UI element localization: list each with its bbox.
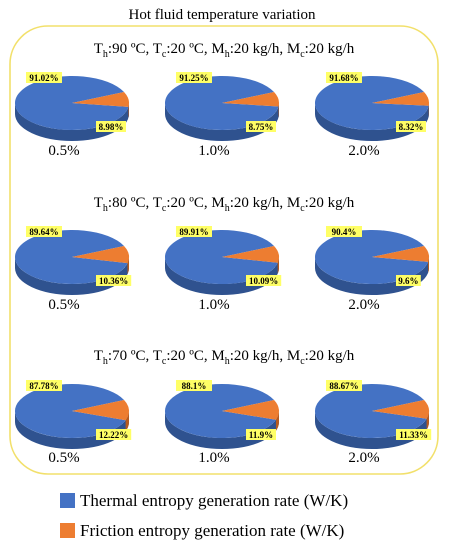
data-label-friction: 12.22% — [99, 430, 128, 440]
pie-slice-friction — [72, 91, 129, 107]
pie-slice-thermal — [164, 383, 276, 438]
pie-slice-thermal — [315, 75, 429, 130]
pie-slice-friction — [222, 245, 280, 263]
pie-label: 2.0% — [348, 450, 379, 466]
pie-slice-friction — [72, 245, 129, 264]
data-label-friction: 11.9% — [249, 430, 273, 440]
data-label-friction: 11.33% — [399, 430, 428, 440]
pie-friction-side — [125, 411, 129, 432]
data-label-thermal: 87.78% — [29, 381, 58, 391]
pie-slice-thermal — [164, 75, 279, 130]
data-label-bg-thermal — [26, 380, 62, 391]
pie-slice-friction — [222, 91, 279, 107]
pie-friction-side — [127, 257, 129, 275]
legend-swatch-thermal — [60, 493, 75, 508]
pie-slice-thermal — [15, 75, 129, 130]
data-label-thermal: 89.64% — [29, 227, 58, 237]
data-label-thermal: 91.68% — [329, 73, 358, 83]
pie-friction-side — [428, 257, 429, 273]
data-label-bg-friction — [96, 121, 126, 132]
data-label-bg-thermal — [326, 226, 362, 237]
data-label-bg-friction — [246, 429, 276, 440]
figure-title: Hot fluid temperature variation — [128, 7, 316, 23]
data-label-bg-thermal — [326, 72, 362, 83]
pie-slice-thermal — [165, 229, 278, 284]
pie-friction-side — [275, 411, 279, 431]
pie-label: 0.5% — [48, 143, 79, 159]
legend-label-friction: Friction entropy generation rate (W/K) — [80, 521, 344, 540]
data-label-bg-thermal — [326, 380, 362, 391]
group-heading-3: Th:70 ºC, Tc:20 ºC, Mh:20 kg/h, Mc:20 kg… — [94, 348, 355, 367]
pie-slice-friction — [72, 399, 129, 421]
pie-charts: 91.02% 8.98% 0.5% 91.25% 8.75% 1.0% 91.68% 8.32… — [14, 72, 432, 466]
data-label-bg-friction — [396, 429, 432, 440]
data-label-friction: 8.32% — [399, 122, 424, 132]
data-label-friction: 9.6% — [398, 276, 418, 286]
data-label-bg-thermal — [26, 72, 62, 83]
data-label-bg-friction — [96, 429, 132, 440]
data-label-thermal: 91.02% — [29, 73, 58, 83]
data-label-bg-friction — [396, 121, 426, 132]
pie-label: 0.5% — [48, 450, 79, 466]
data-label-thermal: 89.91% — [179, 227, 208, 237]
pie-label: 1.0% — [198, 297, 229, 313]
pie-label: 2.0% — [348, 143, 379, 159]
data-label-friction: 8.98% — [99, 122, 124, 132]
pie-slice-thermal — [315, 229, 429, 284]
pie-friction-side — [277, 257, 279, 274]
legend: Thermal entropy generation rate (W/K) Fr… — [60, 491, 348, 540]
pie-label: 2.0% — [348, 297, 379, 313]
pie-label: 0.5% — [48, 297, 79, 313]
pie-slice-friction — [372, 245, 429, 262]
legend-label-thermal: Thermal entropy generation rate (W/K) — [80, 491, 348, 510]
pie-friction-side — [426, 411, 429, 430]
data-label-bg-friction — [246, 275, 282, 286]
data-label-thermal: 91.25% — [179, 73, 208, 83]
pie-slice-friction — [372, 91, 429, 106]
group-heading-1: Th:90 ºC, Tc:20 ºC, Mh:20 kg/h, Mc:20 kg… — [94, 41, 355, 60]
data-label-bg-thermal — [176, 72, 212, 83]
data-label-friction: 10.09% — [249, 276, 278, 286]
data-label-bg-friction — [96, 275, 132, 286]
data-label-thermal: 88.1% — [182, 381, 207, 391]
data-label-thermal: 90.4% — [332, 227, 357, 237]
pie-slice-friction — [372, 399, 429, 419]
pie-slice-friction — [222, 399, 279, 420]
pie-slice-thermal — [14, 384, 126, 438]
data-label-bg-friction — [246, 121, 276, 132]
pie-slice-thermal — [15, 229, 128, 285]
data-label-bg-thermal — [26, 226, 62, 237]
pie-label: 1.0% — [198, 450, 229, 466]
data-label-thermal: 88.67% — [329, 381, 358, 391]
legend-swatch-friction — [60, 523, 75, 538]
data-label-friction: 10.36% — [99, 276, 128, 286]
group-heading-2: Th:80 ºC, Tc:20 ºC, Mh:20 kg/h, Mc:20 kg… — [94, 195, 355, 214]
group-frame — [9, 25, 439, 475]
data-label-friction: 8.75% — [249, 122, 274, 132]
data-label-bg-friction — [396, 275, 421, 286]
data-label-bg-thermal — [176, 226, 212, 237]
pie-friction-side — [128, 103, 129, 118]
pie-label: 1.0% — [198, 143, 229, 159]
data-label-bg-thermal — [176, 380, 212, 391]
pie-slice-thermal — [315, 384, 427, 438]
